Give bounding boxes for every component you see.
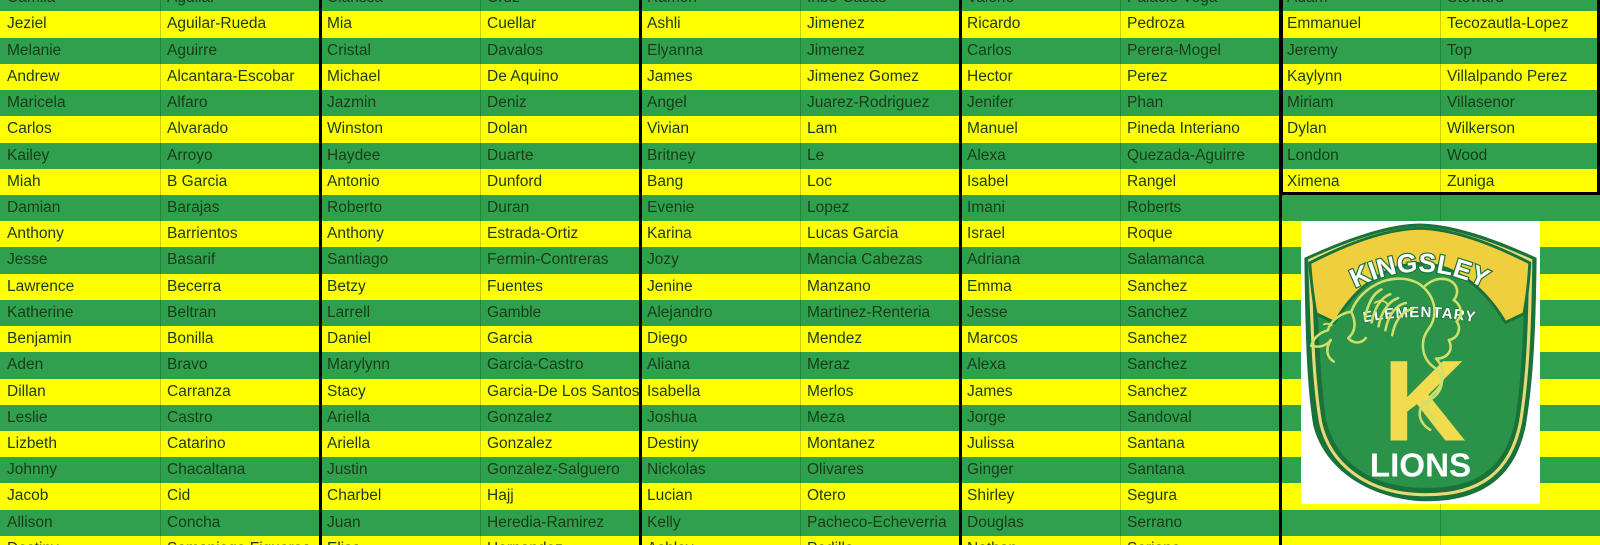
svg-text:LIONS: LIONS (1370, 448, 1471, 485)
